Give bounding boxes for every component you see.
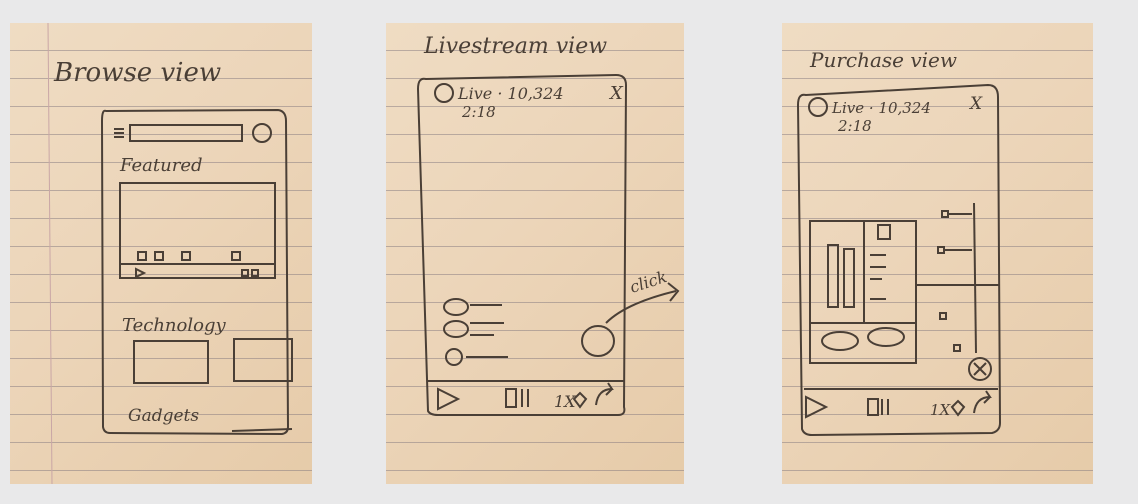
purchase-view-drawing: Purchase view xyxy=(796,48,1002,437)
live-viewer-count: Live · 10,324 xyxy=(457,84,564,103)
livestream-view-drawing: Livestream view Live · 10,324 2:18 X 1X xyxy=(416,34,680,416)
livestream-view-sketch: Livestream view Live · 10,324 2:18 X 1X xyxy=(386,23,684,484)
browse-view-drawing: Browse view Featured Technology Gadgets xyxy=(47,23,293,484)
stream-time: 2:18 xyxy=(837,117,872,135)
close-icon: X xyxy=(608,83,624,104)
stream-time: 2:18 xyxy=(461,103,496,121)
live-viewer-count: Live · 10,324 xyxy=(831,99,931,117)
playback-speed: 1X xyxy=(554,392,576,411)
close-icon: X xyxy=(968,94,983,114)
purchase-view-title: Purchase view xyxy=(809,48,957,72)
gadgets-section-label: Gadgets xyxy=(128,406,199,426)
browse-view-sketch: Browse view Featured Technology Gadgets xyxy=(10,23,312,484)
browse-view-title: Browse view xyxy=(53,58,221,88)
click-annotation: click xyxy=(627,267,669,297)
technology-section-label: Technology xyxy=(122,315,226,336)
purchase-view-sketch: Purchase view xyxy=(782,23,1093,484)
livestream-view-title: Livestream view xyxy=(423,34,607,59)
featured-section-label: Featured xyxy=(119,155,203,176)
playback-speed: 1X xyxy=(930,401,952,419)
